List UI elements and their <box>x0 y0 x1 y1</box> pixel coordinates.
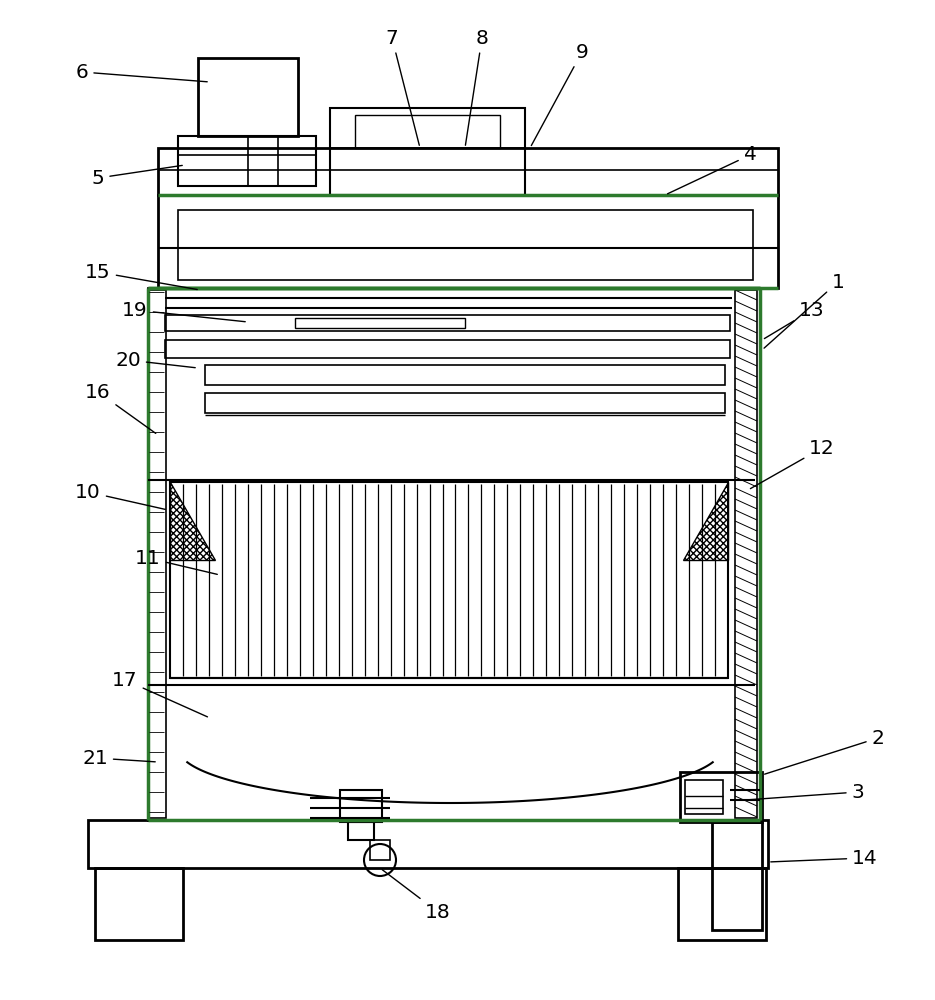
Text: 8: 8 <box>466 28 488 145</box>
Text: 18: 18 <box>382 870 451 922</box>
Text: 15: 15 <box>85 262 197 290</box>
Bar <box>340 790 382 822</box>
Text: 10: 10 <box>75 483 165 509</box>
Bar <box>370 840 390 860</box>
Text: 14: 14 <box>770 848 878 867</box>
Bar <box>205 365 725 385</box>
Bar <box>685 780 723 814</box>
Bar <box>680 772 762 822</box>
Bar <box>148 290 166 818</box>
Text: 3: 3 <box>748 782 864 802</box>
Text: 1: 1 <box>764 272 844 348</box>
Bar <box>198 58 298 136</box>
Bar <box>330 108 525 195</box>
Text: 5: 5 <box>92 165 182 188</box>
Bar <box>95 868 183 940</box>
Bar <box>178 136 316 186</box>
Bar <box>148 288 760 820</box>
Bar <box>158 148 778 195</box>
Text: 19: 19 <box>122 300 245 322</box>
Bar <box>678 868 766 940</box>
Bar <box>355 115 500 148</box>
Text: 4: 4 <box>668 145 756 194</box>
Text: 7: 7 <box>385 28 419 145</box>
Text: 16: 16 <box>85 382 156 433</box>
Text: 20: 20 <box>115 351 195 369</box>
Text: 17: 17 <box>112 670 208 717</box>
Bar <box>178 210 753 280</box>
Bar <box>165 315 730 331</box>
Bar <box>158 195 778 288</box>
Bar <box>170 482 728 678</box>
Bar <box>88 820 768 868</box>
Text: 11: 11 <box>136 548 217 574</box>
Bar <box>735 290 757 818</box>
Bar <box>712 822 762 930</box>
Text: 13: 13 <box>765 300 825 339</box>
Text: 9: 9 <box>531 42 588 146</box>
Bar <box>348 822 374 840</box>
Text: 12: 12 <box>751 438 835 489</box>
Bar <box>165 340 730 358</box>
Bar <box>205 393 725 413</box>
Text: 21: 21 <box>82 748 155 768</box>
Text: 6: 6 <box>76 62 208 82</box>
Bar <box>295 318 465 328</box>
Text: 2: 2 <box>765 728 885 774</box>
